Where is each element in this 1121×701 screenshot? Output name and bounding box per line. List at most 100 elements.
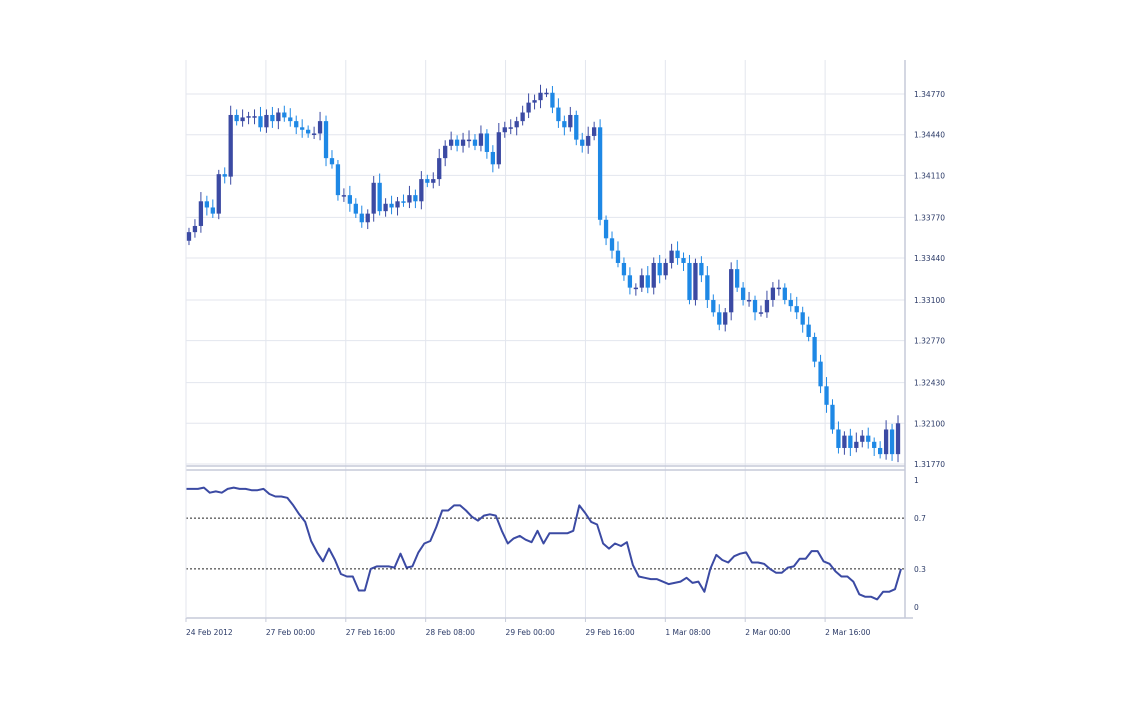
candle (586, 126, 591, 154)
candle-body (621, 262, 627, 276)
candle (192, 219, 198, 238)
candle-body (311, 133, 317, 135)
candle (341, 188, 347, 202)
candle-body (663, 262, 668, 276)
candle-body (740, 287, 746, 300)
candle (687, 254, 692, 305)
x-tick-label: 29 Feb 16:00 (585, 628, 634, 637)
candle-body (627, 275, 633, 288)
candle (681, 252, 686, 271)
candle (234, 109, 239, 126)
candle-body (347, 195, 352, 204)
candle-body (210, 207, 215, 214)
candle-body (717, 312, 722, 325)
candle-body (419, 179, 424, 202)
candle-body (484, 133, 490, 152)
candle-body (782, 287, 787, 300)
candle (437, 148, 442, 186)
x-tick-label: 27 Feb 00:00 (266, 628, 315, 637)
x-tick-label: 24 Feb 2012 (186, 628, 233, 637)
candle-body (788, 299, 793, 307)
candle-body (288, 117, 293, 122)
candle-body (693, 262, 698, 300)
candle (544, 88, 549, 98)
candle-body (234, 114, 239, 122)
candle-body (508, 127, 513, 129)
candle-body (544, 92, 549, 95)
candle (425, 174, 430, 188)
candle (842, 431, 847, 455)
candle-body (633, 287, 638, 290)
candle-body (842, 435, 847, 448)
candle-body (854, 441, 859, 448)
candle (568, 106, 573, 132)
candle (812, 332, 817, 368)
candle (705, 266, 710, 308)
candle (311, 126, 317, 140)
candle-body (514, 121, 519, 128)
x-tick-label: 28 Feb 08:00 (426, 628, 475, 637)
candle-body (490, 151, 495, 165)
candle (377, 173, 382, 216)
candle (770, 282, 776, 307)
candle-body (729, 269, 734, 313)
candle (872, 437, 877, 456)
candle (669, 243, 674, 269)
candle (526, 93, 531, 119)
candle-body (818, 361, 823, 387)
candle (758, 305, 764, 317)
candle-body (597, 127, 603, 220)
candle-body (496, 132, 501, 165)
candle-body (306, 129, 311, 134)
candle-body (824, 386, 829, 405)
candle-body (848, 435, 853, 448)
candle-body (681, 258, 686, 263)
candle (556, 98, 561, 128)
y-tick-label: 1.33770 (914, 213, 945, 222)
candle (889, 423, 895, 461)
candle (502, 121, 507, 138)
x-tick-label: 27 Feb 16:00 (346, 628, 395, 637)
candle-body (252, 116, 257, 118)
candle (657, 254, 662, 284)
candle-body (341, 195, 347, 197)
candle (317, 111, 323, 141)
candle (496, 122, 501, 169)
candle (431, 172, 436, 189)
tick-labels: 24 Feb 2012 27 Feb 00:00 27 Feb 16:00 28 Fe… (186, 90, 945, 637)
candle (854, 432, 859, 453)
candle (645, 266, 650, 294)
candle (609, 231, 615, 259)
candle (752, 295, 758, 321)
candle-body (198, 201, 204, 226)
candle (615, 241, 621, 268)
y-tick-label: 1.33100 (914, 296, 945, 305)
candle (508, 119, 513, 135)
candle (401, 194, 406, 207)
candle-body (294, 121, 299, 128)
candle-body (872, 441, 877, 448)
candle-body (735, 269, 740, 288)
candle (419, 171, 424, 210)
candle-body (556, 107, 561, 122)
candle-body (353, 203, 358, 214)
candle (782, 283, 787, 305)
oscillator-tick-label: 0 (914, 603, 919, 612)
y-tick-label: 1.34110 (914, 171, 945, 180)
candle-body (204, 201, 209, 208)
candle-body (878, 447, 883, 455)
candle-body (258, 116, 263, 128)
candle-body (401, 201, 406, 203)
candle (460, 132, 466, 153)
candle (270, 106, 275, 128)
candle-body (645, 275, 650, 288)
candle-body (323, 121, 329, 159)
candle (395, 196, 400, 216)
candle-body (669, 250, 674, 263)
candle-body (276, 112, 281, 122)
candle (729, 262, 734, 321)
candle (794, 296, 799, 320)
candle-body (317, 121, 323, 134)
candle (735, 259, 740, 292)
